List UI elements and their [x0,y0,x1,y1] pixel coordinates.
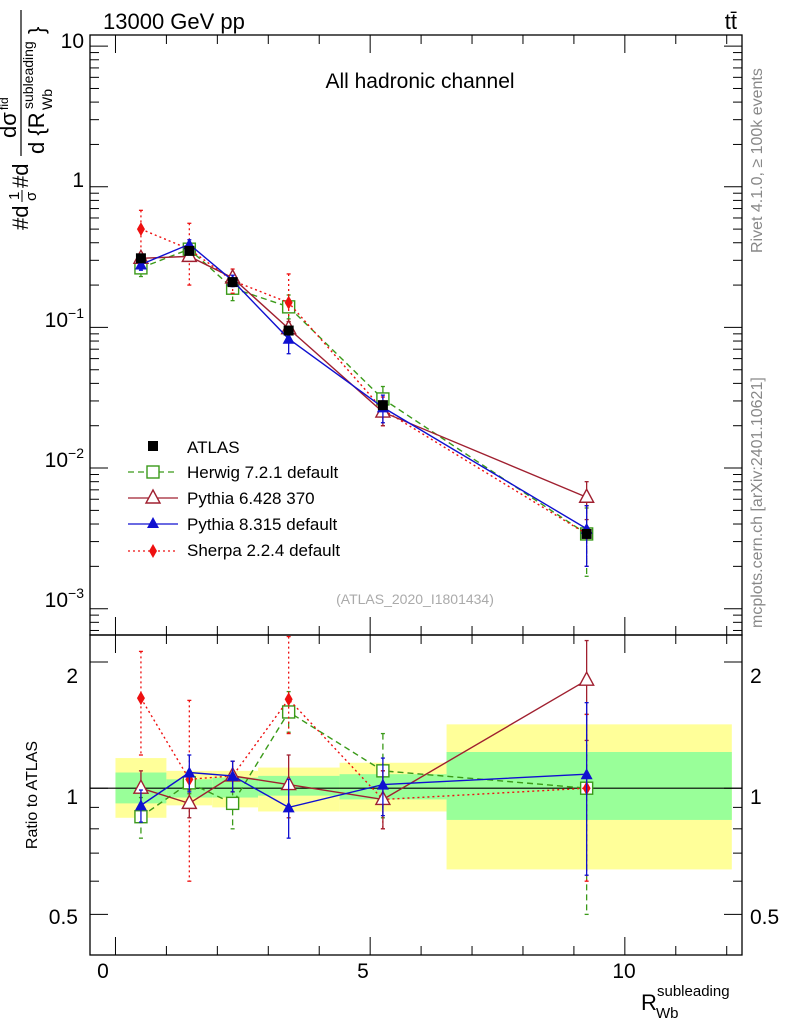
svg-text:}: } [24,27,49,34]
legend-label-atlas: ATLAS [187,438,240,457]
legend-label-sherpa: Sherpa 2.2.4 default [187,541,340,560]
legend-entry-sherpa: Sherpa 2.2.4 default [128,541,340,560]
legend-entry-pythia8: Pythia 8.315 default [128,515,338,534]
main-axis-ticks [90,35,742,635]
legend-entry-atlas: ATLAS [148,438,240,457]
ratio-point-pythia-8-315-default-0 [134,799,147,811]
x-tick-labels: 0 5 10 [97,960,636,983]
point-pythia-8-315-default-3 [282,332,295,344]
svg-text:fid: fid [0,97,11,110]
legend-label-pythia8: Pythia 8.315 default [187,515,338,534]
legend-label-herwig: Herwig 7.2.1 default [187,463,338,482]
y-axis-label: #d 1 σ #d dσ fid d {R Wb subleading } [0,10,55,230]
legend-marker-herwig [146,465,160,479]
atlas-data-points [135,245,592,539]
svg-text:Wb: Wb [39,89,55,110]
x-axis-label-sup: subleading [657,983,730,1000]
point-pythia-6-428-370-5 [578,487,595,503]
ratio-point-pythia-6-428-370-5 [578,670,595,686]
series-line-sherpa-2-2-4-default [140,228,588,535]
svg-text:d {R: d {R [24,112,49,154]
ratio-point-pythia-8-315-default-3 [282,801,295,813]
y-tick-label-1e-1: 10−1 [45,305,85,332]
energy-label: 13000 GeV pp [103,9,245,34]
atlas-point-2 [227,277,238,288]
y-tick-label-1e-3: 10−3 [45,585,85,612]
x-axis-label-main: R [641,990,657,1015]
ratio-tick-2-left: 2 [66,665,78,688]
x-tick-label-0: 0 [97,960,109,983]
ratio-tick-1-right: 1 [750,786,762,809]
x-axis-label-sub: Wb [656,1005,679,1022]
ratio-line-herwig-7-2-1-default [140,711,587,818]
atlas-point-0 [135,253,146,264]
ratio-point-pythia-6-428-370-1 [181,793,198,810]
svg-text:σ: σ [23,191,40,201]
chart-title: All hadronic channel [325,70,514,93]
ratio-point-pythia-8-315-default-1 [183,766,196,778]
ratio-point-pythia-8-315-default-4 [376,778,389,790]
y-tick-label-1: 1 [72,169,84,192]
point-sherpa-2-2-4-default-3 [284,295,293,310]
svg-text:1: 1 [6,192,23,200]
ratio-point-pythia-8-315-default-2 [226,769,239,781]
legend-marker-pythia6 [144,488,162,504]
legend-marker-pythia8 [147,517,159,528]
ratio-tick-1-left: 1 [66,786,78,809]
x-tick-label-10: 10 [612,960,635,983]
svg-text:#d: #d [8,164,33,188]
series-line-pythia-8-315-default [140,243,587,530]
ratio-axis-ticks [90,635,742,955]
x-tick-label-5: 5 [357,960,369,983]
ratio-point-sherpa-2-2-4-default-0 [136,691,145,706]
atlas-point-5 [581,528,592,539]
legend-label-pythia6: Pythia 6.428 370 [187,489,315,508]
atlas-point-3 [283,325,294,336]
series-line-herwig-7-2-1-default [140,248,588,535]
series-line-pythia-6-428-370 [140,255,587,498]
analysis-id: (ATLAS_2020_I1801434) [336,591,494,607]
legend-marker-sherpa [149,544,157,558]
legend-entry-herwig: Herwig 7.2.1 default [128,463,338,482]
process-label: tt̄ [725,9,737,34]
ratio-series-layer [132,635,595,916]
legend: ATLAS Herwig 7.2.1 default Pythia 6.428 … [128,438,340,560]
svg-text:#d: #d [8,206,33,230]
x-axis-label: R Wb subleading [641,983,730,1022]
ratio-y-tick-labels: 2 1 0.5 2 1 0.5 [49,665,779,929]
ratio-tick-05-left: 0.5 [49,906,78,929]
point-pythia-8-315-default-0 [134,258,147,270]
ratio-line-pythia-8-315-default [140,771,587,809]
ratio-point-herwig-7-2-1-default-2 [225,796,240,811]
mcplots-site-label: mcplots.cern.ch [arXiv:2401.10621] [749,377,766,628]
svg-text:subleading: subleading [20,41,36,109]
ratio-panel-frame [89,634,743,956]
ratio-band-inner-2 [212,777,259,798]
atlas-point-1 [184,245,195,256]
rivet-version-label: Rivet 4.1.0, ≥ 100k events [749,68,766,253]
main-y-tick-labels: 10 1 10−1 10−2 10−3 [45,30,85,612]
atlas-point-4 [377,400,388,411]
legend-marker-atlas [148,441,158,451]
legend-entry-pythia6: Pythia 6.428 370 [128,488,315,508]
ratio-tick-2-right: 2 [750,665,762,688]
ratio-tick-05-right: 0.5 [750,906,779,929]
point-sherpa-2-2-4-default-0 [136,222,145,237]
ratio-point-sherpa-2-2-4-default-3 [284,692,293,707]
ratio-line-pythia-6-428-370 [140,679,587,805]
ratio-y-axis-label: Ratio to ATLAS [24,741,41,849]
ratio-point-pythia-8-315-default-5 [580,768,593,780]
y-tick-label-10: 10 [61,30,84,53]
ratio-line-sherpa-2-2-4-default [140,697,587,801]
svg-text:dσ: dσ [0,112,21,138]
y-tick-label-1e-2: 10−2 [45,445,85,472]
